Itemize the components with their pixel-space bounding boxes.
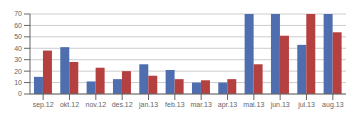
svg-text:0: 0 <box>18 90 22 97</box>
svg-text:aug.13: aug.13 <box>322 101 344 109</box>
svg-text:feb.13: feb.13 <box>165 101 185 108</box>
svg-text:60: 60 <box>14 22 22 29</box>
svg-text:des.12: des.12 <box>112 101 133 108</box>
svg-text:sep.12: sep.12 <box>33 101 54 109</box>
svg-text:50: 50 <box>14 33 22 40</box>
svg-text:jan.13: jan.13 <box>138 101 158 109</box>
svg-text:10: 10 <box>14 79 22 86</box>
svg-text:nov.12: nov.12 <box>86 101 107 108</box>
svg-text:30: 30 <box>14 56 22 63</box>
svg-text:mar.13: mar.13 <box>190 101 212 108</box>
svg-text:40: 40 <box>14 45 22 52</box>
svg-text:jul.13: jul.13 <box>297 101 315 109</box>
svg-text:70: 70 <box>14 10 22 17</box>
svg-text:mai.13: mai.13 <box>243 101 264 108</box>
svg-text:apr.13: apr.13 <box>218 101 238 109</box>
svg-text:20: 20 <box>14 68 22 75</box>
svg-text:jun.13: jun.13 <box>270 101 290 109</box>
svg-text:okt.12: okt.12 <box>60 101 79 108</box>
